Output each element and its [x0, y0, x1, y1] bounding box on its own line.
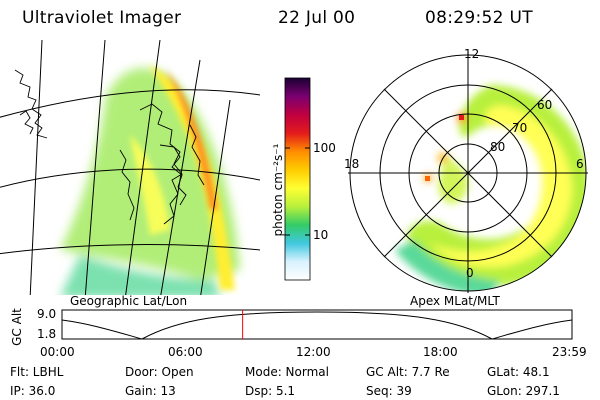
- colorbar-unit-label: photon cm⁻²s⁻¹: [271, 143, 285, 237]
- polar-plot: [348, 53, 588, 293]
- info-gain: Gain: 13: [125, 384, 176, 398]
- info-ip: IP: 36.0: [10, 384, 56, 398]
- colorbar-tick-100: 100: [313, 141, 336, 155]
- xtick-1200: 12:00: [296, 345, 331, 359]
- info-glat: GLat: 48.1: [487, 365, 550, 379]
- colorbar-gradient: [284, 77, 311, 281]
- info-gcalt: GC Alt: 7.7 Re: [366, 365, 450, 379]
- xtick-2359: 23:59: [552, 345, 587, 359]
- altitude-ylabel: GC Alt: [10, 308, 24, 346]
- altitude-ymin: 1.8: [37, 327, 57, 341]
- xtick-0600: 06:00: [168, 345, 203, 359]
- xtick-0000: 00:00: [40, 345, 75, 359]
- altitude-curve: [61, 311, 573, 340]
- info-glon: GLon: 297.1: [487, 384, 560, 398]
- left-panel-label: Geographic Lat/Lon: [70, 294, 188, 308]
- geographic-image: [0, 40, 260, 295]
- info-dsp: Dsp: 5.1: [245, 384, 296, 398]
- info-flt: Flt: LBHL: [10, 365, 64, 379]
- app-title: Ultraviolet Imager: [22, 8, 182, 28]
- altitude-plot-frame: [61, 309, 573, 340]
- right-panel-label: Apex MLat/MLT: [410, 294, 500, 308]
- lat-label-70: 70: [512, 121, 528, 135]
- mlt-label-6: 6: [576, 157, 584, 171]
- lat-label-80: 80: [490, 140, 506, 154]
- info-mode: Mode: Normal: [245, 365, 329, 379]
- altitude-plot: [61, 309, 573, 340]
- time-label: 08:29:52 UT: [425, 8, 533, 28]
- colorbar-tick-10: 10: [313, 228, 329, 242]
- info-seq: Seq: 39: [366, 384, 412, 398]
- mlt-label-0: 0: [466, 266, 474, 280]
- colorbar: [284, 77, 311, 281]
- altitude-ymax: 9.0: [37, 307, 57, 321]
- mlt-label-12: 12: [464, 47, 480, 61]
- mlt-label-18: 18: [344, 157, 360, 171]
- info-door: Door: Open: [125, 365, 194, 379]
- xtick-1800: 18:00: [423, 345, 458, 359]
- date-label: 22 Jul 00: [278, 8, 356, 28]
- lat-label-60: 60: [537, 98, 553, 112]
